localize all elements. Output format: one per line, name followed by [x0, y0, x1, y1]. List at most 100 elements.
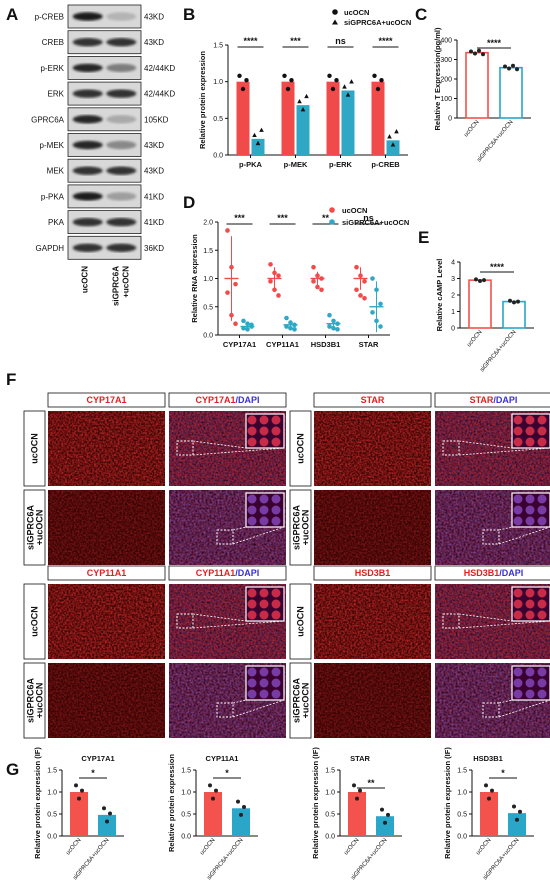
protein-label: p-PKA	[41, 192, 65, 201]
band-lane2	[106, 166, 137, 175]
data-point	[511, 63, 515, 68]
data-point	[208, 783, 212, 788]
sig-label: ***	[234, 213, 245, 223]
zoom-cell	[513, 415, 523, 425]
data-point	[315, 284, 320, 290]
band-lane1	[72, 217, 103, 227]
data-point	[331, 325, 336, 331]
sig-label: ****	[490, 262, 505, 272]
zoom-cell	[259, 588, 269, 598]
chart-g-if-quant: CYP17A1 0.0 0.5 1.0 1.5 Relative protein expr…	[33, 747, 534, 881]
panel-letter-c: C	[415, 5, 427, 24]
row-label-sigprc6a: siGPRC6A	[292, 504, 302, 550]
bar-sigprc6a	[296, 105, 310, 155]
y-tick-label: 0	[448, 116, 452, 123]
bar-ucocn	[465, 51, 489, 119]
band-lane2	[106, 89, 137, 98]
data-point	[288, 320, 293, 325]
zoom-cell	[247, 678, 257, 688]
x-tick-label: p-ERK	[329, 160, 352, 169]
data-point	[304, 93, 309, 99]
protein-label: p-MEK	[40, 141, 65, 150]
data-point	[245, 321, 250, 327]
y-axis-label: Relative protein expression (IF)	[311, 747, 320, 859]
row-label-box	[289, 410, 312, 487]
sig-label: **	[322, 213, 330, 223]
band-lane2	[106, 38, 137, 47]
data-point	[297, 98, 302, 104]
y-tick-label: 0.5	[47, 812, 57, 819]
y-tick-label: 100	[440, 96, 452, 103]
data-point	[515, 67, 519, 72]
data-point	[327, 324, 332, 329]
y-tick-label: 1.5	[181, 768, 191, 775]
data-point	[349, 79, 354, 84]
bar-sigprc6a	[232, 808, 250, 836]
y-tick-label: 1.5	[203, 248, 213, 255]
data-point	[284, 315, 289, 321]
data-point	[245, 327, 250, 332]
marker-header: CYP17A1	[86, 395, 126, 405]
legend-marker-ucocn	[329, 207, 335, 213]
y-tick-label: 1.0	[325, 790, 335, 797]
data-point	[469, 49, 473, 54]
y-axis-label: Relative protein expression (IF)	[33, 747, 42, 859]
zoom-cell	[271, 610, 281, 620]
zoom-cell	[537, 689, 547, 699]
x-tick-label: ucOCN	[463, 119, 480, 138]
blot-strip	[67, 81, 142, 106]
protein-label: p-CREB	[35, 13, 64, 22]
zoom-cell	[259, 599, 269, 609]
sig-label: *	[91, 768, 95, 778]
zoom-cell	[271, 516, 281, 526]
y-tick-label: 0.0	[325, 834, 335, 841]
zoom-cell	[525, 426, 535, 436]
if-image-red	[48, 411, 165, 486]
merge-header: HSD3B1/DAPI	[464, 568, 524, 578]
data-point	[345, 92, 351, 97]
zoom-cell	[271, 678, 281, 688]
bar-ucocn	[371, 81, 385, 155]
bar-ucocn	[236, 81, 250, 155]
data-point	[300, 107, 306, 112]
y-tick-label: 1.5	[457, 768, 467, 775]
data-point	[490, 788, 494, 793]
bar-ucocn	[326, 81, 340, 155]
data-point	[319, 287, 324, 293]
data-point	[233, 281, 238, 287]
x-tick-label: siGPRC6A+ucOCN	[479, 329, 517, 373]
y-axis-label: Relative RNA expression	[190, 234, 199, 323]
data-point	[370, 276, 375, 281]
data-point	[74, 783, 78, 788]
zoom-cell	[525, 437, 535, 447]
y-tick-label: 0.5	[181, 812, 191, 819]
size-label: 41KD	[144, 192, 164, 201]
marker-header: HSD3B1	[355, 568, 391, 578]
band-lane2	[106, 63, 137, 73]
zoom-cell	[513, 505, 523, 515]
data-point	[374, 287, 379, 293]
x-tick-label: ucOCN	[466, 329, 483, 348]
band-lane2	[106, 12, 137, 21]
row-label-box	[23, 410, 46, 487]
zoom-source-box	[216, 702, 234, 718]
blot-strip	[67, 107, 142, 132]
data-point	[331, 318, 336, 324]
x-tick-label: CYP11A1	[266, 340, 299, 349]
x-tick-label: ucOCN	[65, 837, 82, 856]
y-tick-label: 0	[451, 326, 455, 333]
data-point	[390, 142, 396, 147]
protein-label: ERK	[48, 90, 65, 99]
zoom-connector	[232, 699, 247, 704]
lane-label-2a: siGPRC6A	[111, 266, 120, 306]
header-box	[168, 392, 287, 408]
zoom-cell	[513, 494, 523, 504]
size-label: 43KD	[144, 141, 164, 150]
row-label-sigprc6a: siGPRC6A	[292, 677, 302, 723]
size-label: 43KD	[144, 13, 164, 22]
data-point	[105, 819, 109, 824]
zoom-cell	[513, 426, 523, 436]
if-image-red	[48, 584, 165, 659]
data-point	[259, 127, 264, 132]
zoom-cell	[513, 610, 523, 620]
